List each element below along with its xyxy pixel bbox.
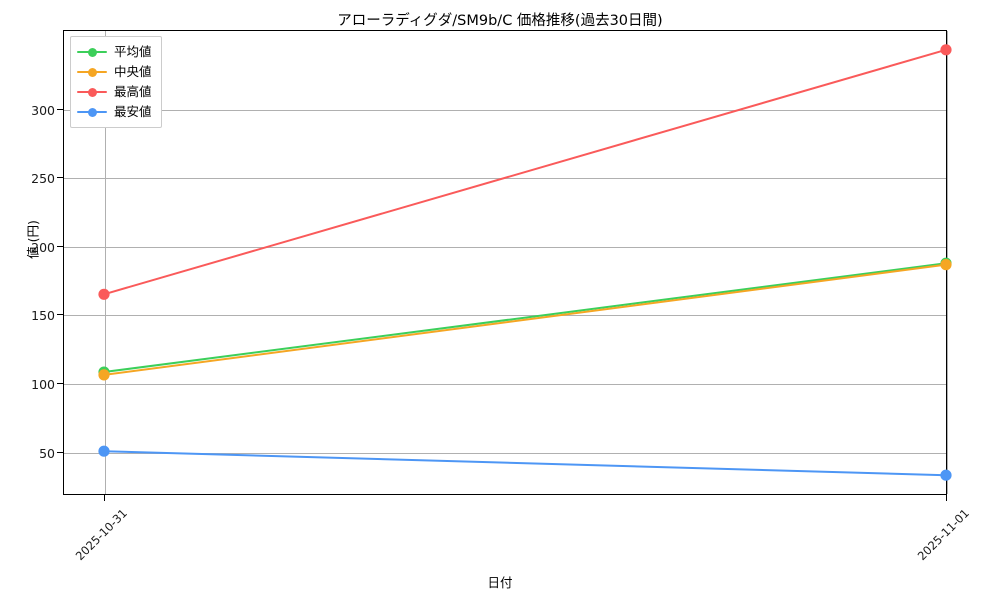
legend-marker-average-icon <box>77 45 107 59</box>
legend-label-average: 平均値 <box>114 43 152 59</box>
y-tick-label-50: 50 <box>39 446 55 461</box>
legend-item-median[interactable]: 中央値 <box>77 62 152 82</box>
data-point-max-2025-10-31[interactable] <box>98 288 110 300</box>
gridline-y-300 <box>64 110 946 111</box>
gridline-x-2025-10-31 <box>105 31 106 494</box>
page-title: アローラディグダ/SM9b/C 価格推移(過去30日間) <box>337 13 663 29</box>
series-line-min <box>103 450 947 477</box>
gridline-y-100 <box>64 384 946 385</box>
data-point-min-2025-10-31[interactable] <box>98 445 110 457</box>
legend-item-average[interactable]: 平均値 <box>77 42 152 62</box>
y-tick-label-150: 150 <box>31 308 55 323</box>
legend-marker-min-icon <box>77 105 107 119</box>
series-line-median <box>103 263 947 376</box>
data-point-max-2025-11-01[interactable] <box>940 44 952 56</box>
legend-label-median: 中央値 <box>114 63 152 79</box>
y-tick-mark <box>57 383 63 384</box>
data-point-median-2025-10-31[interactable] <box>98 369 110 381</box>
y-tick-mark <box>57 452 63 453</box>
data-point-median-2025-11-01[interactable] <box>940 259 952 271</box>
gridline-y-150 <box>64 315 946 316</box>
legend-marker-median-icon <box>77 65 107 79</box>
x-tick-mark <box>946 495 947 501</box>
legend: 平均値 中央値 最高値 最安値 <box>70 36 162 128</box>
legend-item-max[interactable]: 最高値 <box>77 82 152 102</box>
series-line-max <box>103 48 947 296</box>
gridline-y-200 <box>64 247 946 248</box>
y-tick-mark <box>57 246 63 247</box>
y-tick-label-100: 100 <box>31 377 55 392</box>
x-axis-label: 日付 <box>487 575 513 590</box>
gridline-y-50 <box>64 453 946 454</box>
series-line-average <box>103 262 947 374</box>
y-tick-mark <box>57 177 63 178</box>
legend-label-min: 最安値 <box>114 103 152 119</box>
y-tick-label-250: 250 <box>31 171 55 186</box>
y-tick-label-300: 300 <box>31 103 55 118</box>
y-tick-mark <box>57 109 63 110</box>
y-tick-label-200: 200 <box>31 240 55 255</box>
y-tick-mark <box>57 314 63 315</box>
legend-item-min[interactable]: 最安値 <box>77 102 152 122</box>
data-point-min-2025-11-01[interactable] <box>940 469 952 481</box>
legend-label-max: 最高値 <box>114 83 152 99</box>
x-tick-mark <box>104 495 105 501</box>
legend-marker-max-icon <box>77 85 107 99</box>
